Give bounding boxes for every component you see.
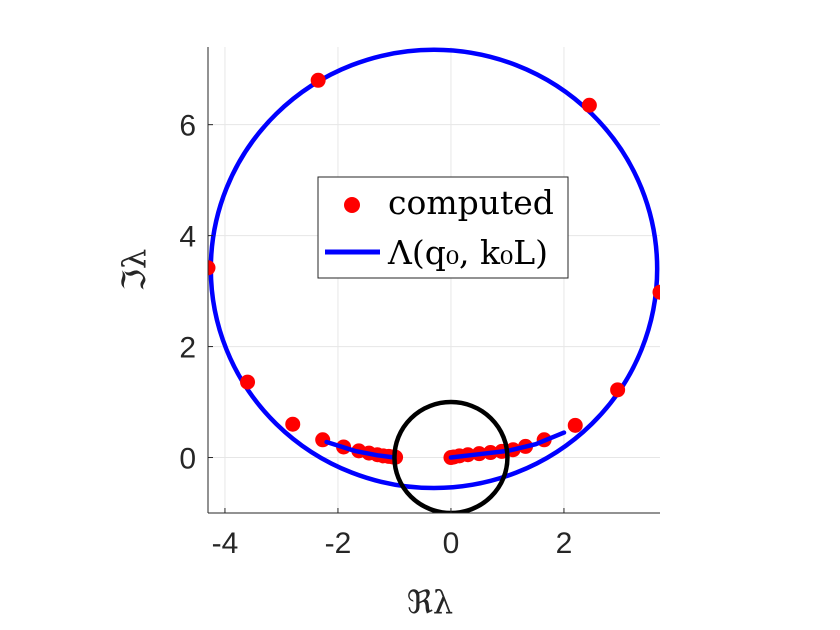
- data-point-3: [285, 416, 301, 432]
- x-tick-label-2: 0: [443, 527, 460, 560]
- legend-marker-computed: [344, 197, 360, 213]
- axes: -4 -2 0 2 0 2 4 6: [179, 47, 660, 560]
- x-tick-label-0: -4: [212, 527, 239, 560]
- curve-left-branch: [324, 439, 397, 460]
- plot-area: [208, 47, 660, 513]
- x-tick-label-1: -2: [325, 527, 352, 560]
- legend: computed Λ(q₀, k₀L): [317, 176, 569, 279]
- x-tick-label-3: 2: [556, 527, 573, 560]
- legend-box: [317, 176, 569, 279]
- data-point-16: [567, 417, 583, 433]
- y-tick-label-1: 2: [179, 332, 196, 365]
- data-point-2: [240, 374, 256, 390]
- y-tick-label-2: 4: [179, 221, 196, 254]
- data-point-4: [315, 432, 331, 448]
- legend-label-curve: Λ(q₀, k₀L): [387, 233, 548, 272]
- data-point-14: [652, 284, 660, 300]
- data-point-1: [208, 260, 216, 276]
- y-tick-label-3: 6: [179, 110, 196, 143]
- data-point-13: [581, 97, 597, 113]
- y-tick-label-0: 0: [179, 443, 196, 476]
- x-axis-label: ℜλ: [407, 583, 453, 621]
- grid: [208, 47, 660, 513]
- data-point-0: [310, 72, 326, 88]
- data-point-15: [610, 382, 626, 398]
- y-axis-label: ℑλ: [115, 249, 153, 292]
- legend-label-computed: computed: [388, 183, 554, 222]
